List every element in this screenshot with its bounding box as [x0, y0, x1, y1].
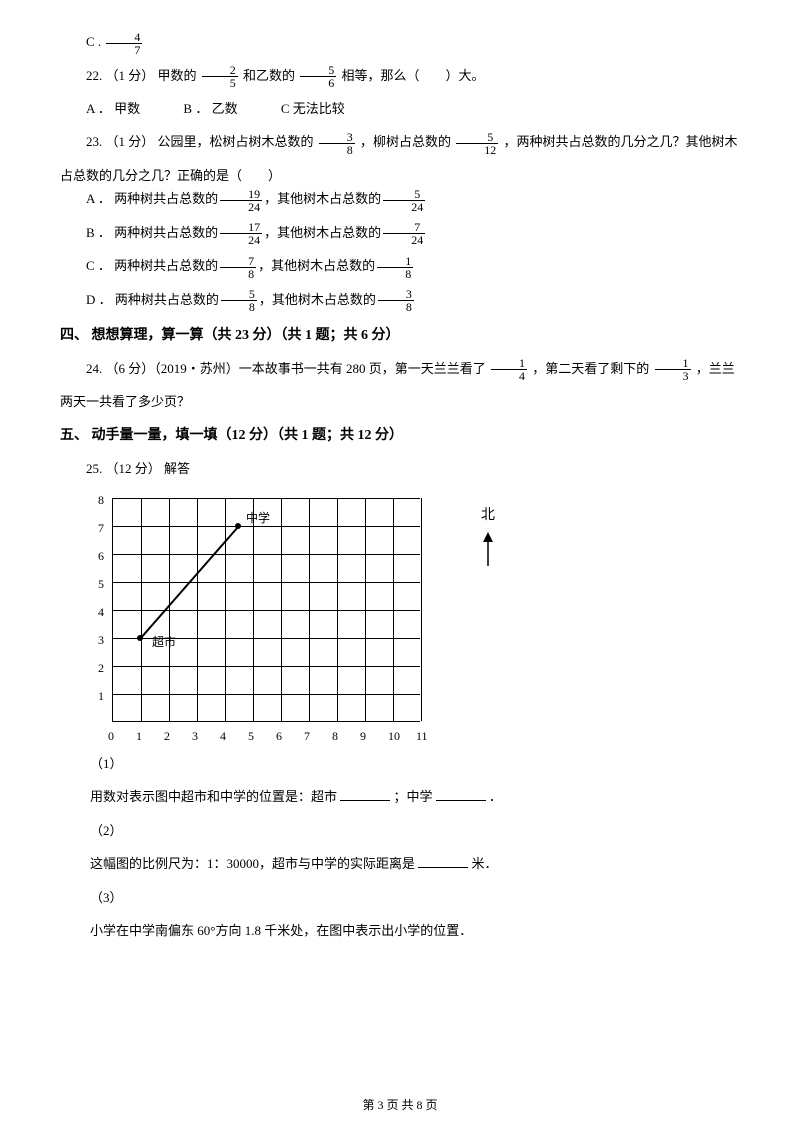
y-tick-label: 8	[98, 490, 104, 512]
x-tick-label: 3	[192, 726, 198, 748]
page-footer: 第 3 页 共 8 页	[0, 1095, 800, 1117]
x-tick-label: 5	[248, 726, 254, 748]
q21-optC-frac: 4 7	[106, 31, 142, 56]
x-tick-label: 6	[276, 726, 282, 748]
grid-area	[112, 498, 420, 722]
frac: 524	[383, 188, 425, 213]
q25-sub2-text: 这幅图的比例尺为：1：30000，超市与中学的实际距离是 米．	[90, 852, 740, 875]
q24-stem-line2: 两天一共看了多少页？	[60, 390, 740, 413]
north-label: 北	[480, 503, 496, 528]
q24-stem: 24. （6 分）（2019・苏州）一本故事书一共有 280 页，第一天兰兰看了…	[60, 357, 740, 383]
q22-optC: C 无法比较	[281, 101, 345, 116]
q21-optC-label: C .	[86, 34, 101, 49]
blank-supermarket[interactable]	[340, 787, 390, 801]
frac: 1724	[220, 221, 262, 246]
q24-frac1: 1 4	[491, 357, 527, 382]
grid-hline	[113, 554, 420, 555]
section4-title: 四、 想想算理，算一算（共 23 分）（共 1 题；共 6 分）	[60, 323, 740, 348]
q25-chart: 0123456789101112345678超市中学北	[90, 490, 740, 742]
q23-opt-3: D ． 两种树共占总数的58，其他树木占总数的38	[60, 288, 740, 314]
frac: 18	[377, 255, 413, 280]
q25-sub3-label: （3）	[90, 886, 740, 909]
q25-sub2-label: （2）	[90, 819, 740, 842]
q21-optC: C . 4 7	[60, 30, 740, 56]
y-tick-label: 1	[98, 686, 104, 708]
north-indicator: 北	[480, 503, 496, 566]
grid-hline	[113, 498, 420, 499]
y-tick-label: 4	[98, 602, 104, 624]
q25-header: 25. （12 分） 解答	[60, 457, 740, 480]
grid-hline	[113, 582, 420, 583]
q22-options: A ． 甲数 B ． 乙数 C 无法比较	[60, 97, 740, 120]
x-tick-label: 0	[108, 726, 114, 748]
blank-school[interactable]	[436, 787, 486, 801]
q25-sub1-label: （1）	[90, 752, 740, 775]
grid-hline	[113, 694, 420, 695]
grid-chart: 0123456789101112345678超市中学北	[90, 490, 540, 742]
frac: 1924	[220, 188, 262, 213]
section5-title: 五、 动手量一量，填一填（12 分）（共 1 题；共 12 分）	[60, 423, 740, 448]
frac: 38	[378, 288, 414, 313]
y-tick-label: 7	[98, 518, 104, 540]
q23-stem-line2: 占总数的几分之几？正确的是（ ）	[60, 164, 740, 187]
q22-frac1: 2 5	[202, 64, 238, 89]
x-tick-label: 10	[388, 726, 400, 748]
frac: 724	[383, 221, 425, 246]
grid-hline	[113, 610, 420, 611]
point-school-label: 中学	[246, 508, 270, 530]
q24-frac2: 1 3	[655, 357, 691, 382]
q23-frac2: 5 12	[456, 131, 498, 156]
x-tick-label: 9	[360, 726, 366, 748]
q23-opt-2: C ． 两种树共占总数的78，其他树木占总数的18	[60, 254, 740, 280]
q23-stem: 23. （1 分） 公园里，松树占树木总数的 3 8 ，柳树占总数的 5 12 …	[60, 130, 740, 156]
x-tick-label: 1	[136, 726, 142, 748]
q23-options: A ． 两种树共占总数的1924，其他树木占总数的524 B ． 两种树共占总数的…	[60, 187, 740, 313]
y-tick-label: 2	[98, 658, 104, 680]
q22-optA: A ． 甲数	[86, 101, 140, 116]
y-tick-label: 5	[98, 574, 104, 596]
q23-opt-0: A ． 两种树共占总数的1924，其他树木占总数的524	[60, 187, 740, 213]
frac: 78	[220, 255, 256, 280]
q25-sub1-text: 用数对表示图中超市和中学的位置是：超市 ；中学 ．	[90, 785, 740, 808]
x-tick-label: 4	[220, 726, 226, 748]
point-supermarket-label: 超市	[152, 632, 176, 654]
y-tick-label: 6	[98, 546, 104, 568]
x-tick-label: 11	[416, 726, 428, 748]
grid-vline	[421, 498, 422, 721]
q22-optB: B ． 乙数	[183, 101, 237, 116]
x-tick-label: 7	[304, 726, 310, 748]
frac: 58	[221, 288, 257, 313]
grid-hline	[113, 666, 420, 667]
q23-frac1: 3 8	[319, 131, 355, 156]
q22-stem: 22. （1 分） 甲数的 2 5 和乙数的 5 6 相等，那么（ ）大。	[60, 64, 740, 90]
q25-sub3-text: 小学在中学南偏东 60°方向 1.8 千米处，在图中表示出小学的位置．	[90, 919, 740, 942]
blank-distance[interactable]	[418, 854, 468, 868]
y-tick-label: 3	[98, 630, 104, 652]
point-supermarket-dot	[137, 635, 143, 641]
point-school-dot	[235, 523, 241, 529]
x-tick-label: 8	[332, 726, 338, 748]
q22-frac2: 5 6	[300, 64, 336, 89]
north-arrow-icon	[480, 532, 496, 566]
q23-opt-1: B ． 两种树共占总数的1724，其他树木占总数的724	[60, 221, 740, 247]
x-tick-label: 2	[164, 726, 170, 748]
